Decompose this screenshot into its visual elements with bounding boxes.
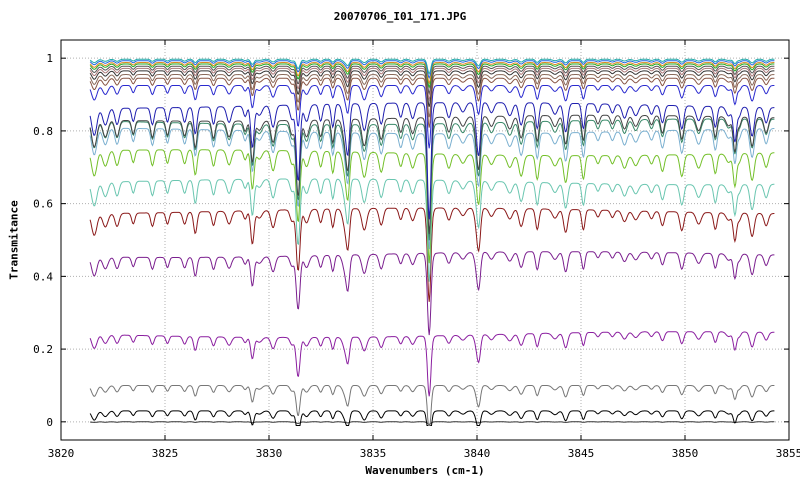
x-tick-label: 3820: [48, 447, 75, 460]
y-tick-label: 0.4: [33, 270, 53, 283]
spectrum-line: [89, 102, 775, 220]
x-tick-label: 3830: [256, 447, 283, 460]
grid-layer: [60, 40, 790, 440]
series-layer: [89, 58, 775, 426]
spectrum-line: [89, 207, 775, 302]
x-tick-label: 3835: [360, 447, 387, 460]
plot-area-frame: [60, 39, 790, 441]
y-axis-label: Transmitance: [7, 200, 21, 280]
spectrum-line: [89, 65, 775, 96]
x-tick-label: 3840: [464, 447, 491, 460]
x-tick-label: 3825: [152, 447, 179, 460]
x-tick-label: 3845: [568, 447, 595, 460]
spectrum-line: [89, 384, 775, 426]
y-tick-label: 0: [46, 416, 53, 429]
spectrum-line: [89, 178, 775, 282]
spectrum-line: [89, 60, 775, 79]
x-tick-label: 3855: [776, 447, 800, 460]
chart-title: 20070706_I01_171.JPG: [333, 10, 467, 23]
spectrum-line: [89, 251, 775, 336]
y-tick-label: 1: [46, 52, 53, 65]
spectrum-line: [89, 410, 775, 426]
spectrum-line: [89, 331, 775, 397]
y-tick-label: 0.8: [33, 125, 53, 138]
spectrum-line: [89, 114, 775, 235]
y-tick-label: 0.2: [33, 343, 53, 356]
spectrum-line: [89, 73, 775, 118]
y-tick-label: 0.6: [33, 198, 53, 211]
spectrum-line: [89, 61, 775, 85]
x-axis-label: Wavenumbers (cm-1): [365, 464, 485, 477]
x-tick-label: 3850: [672, 447, 699, 460]
spectrum-line: [89, 84, 775, 149]
tick-layer: 3820 3825 3830 3835 3840 3845 3850 3855 0 0.2 0.4 0…: [33, 40, 800, 460]
spectrum-line: [89, 149, 775, 264]
spectrum-line: [89, 58, 775, 75]
